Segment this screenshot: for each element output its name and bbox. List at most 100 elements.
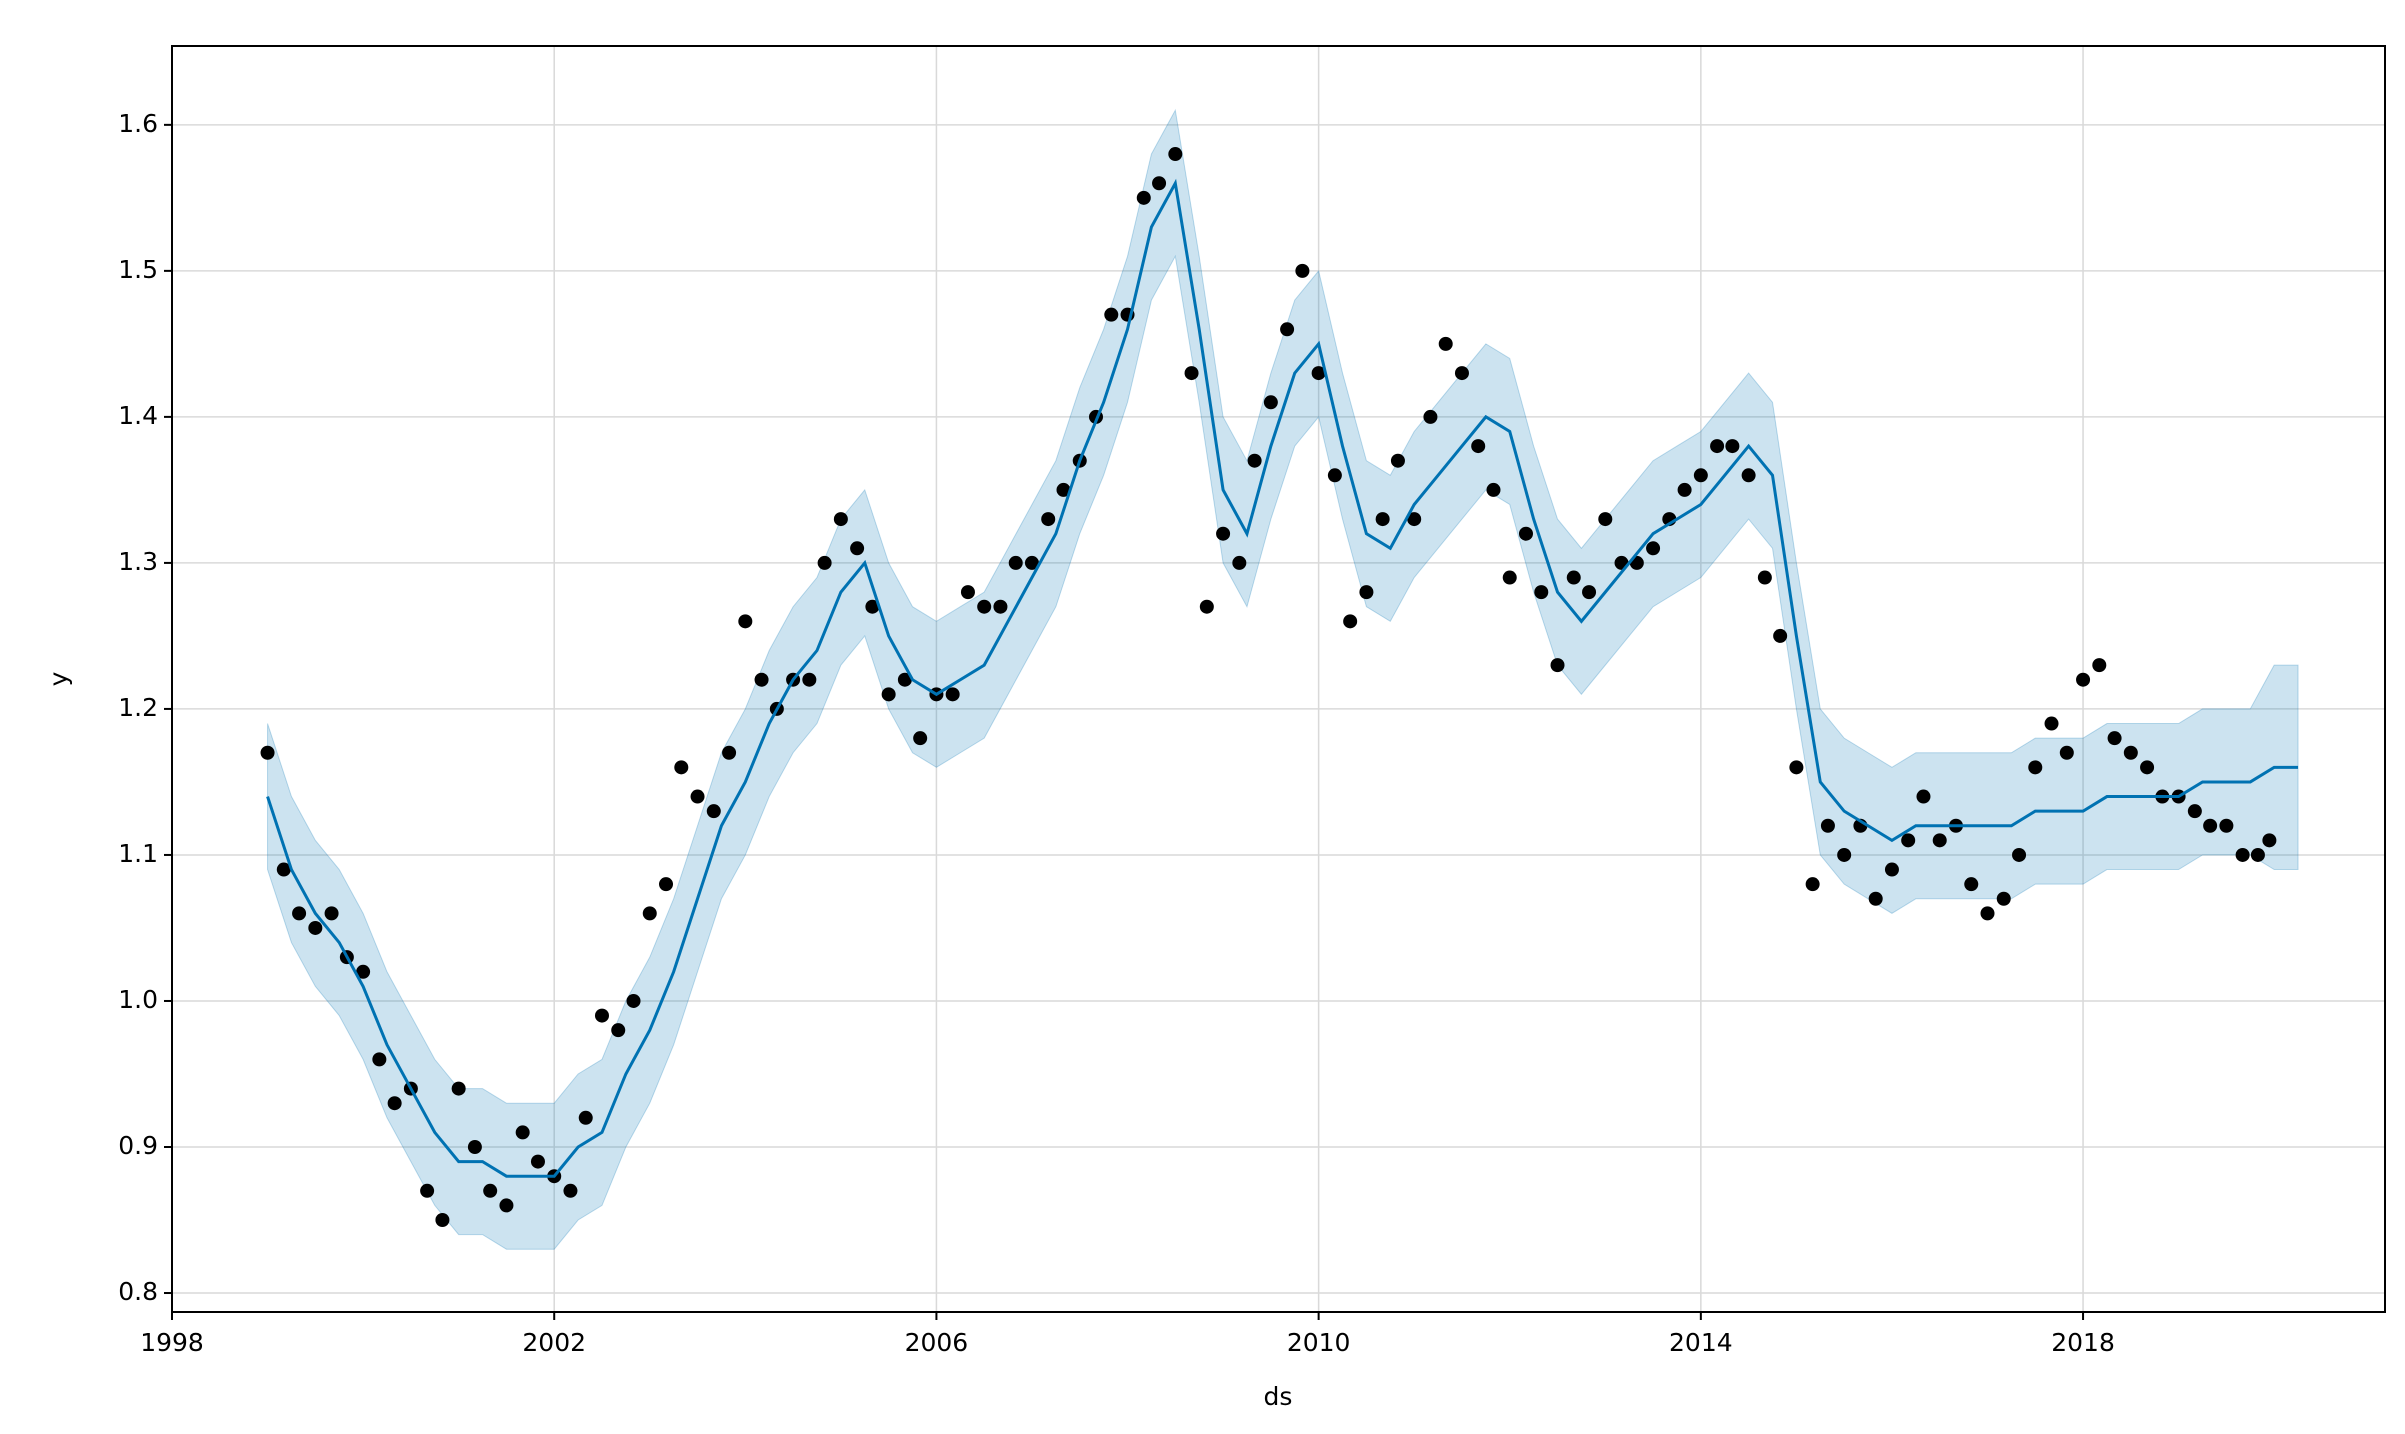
observation — [1390, 453, 1405, 468]
observation — [993, 599, 1008, 614]
observation — [2203, 818, 2218, 833]
observation — [356, 964, 371, 979]
observation — [1280, 322, 1295, 337]
observation — [530, 1154, 545, 1169]
observation — [1996, 891, 2011, 906]
observation — [1550, 658, 1565, 673]
observation — [1295, 263, 1310, 278]
observation — [1566, 570, 1581, 585]
forecast-line — [266, 178, 2299, 1178]
observation — [738, 614, 753, 629]
observation — [1582, 585, 1597, 600]
observation — [435, 1213, 450, 1228]
observation — [1471, 439, 1486, 454]
observation — [977, 599, 992, 614]
observation — [960, 585, 975, 600]
observation — [1773, 628, 1788, 643]
observation — [1916, 789, 1931, 804]
observation — [1884, 862, 1899, 877]
observation — [1454, 366, 1469, 381]
observation — [292, 906, 307, 921]
y-tick-label: 0.9 — [118, 1131, 158, 1160]
observation — [2123, 745, 2138, 760]
observation — [881, 687, 896, 702]
observation — [674, 760, 689, 775]
observation — [1932, 833, 1947, 848]
observation — [276, 862, 291, 877]
observation — [833, 512, 848, 527]
observation — [865, 599, 880, 614]
observation — [2235, 847, 2250, 862]
observation — [817, 555, 832, 570]
observation — [1056, 482, 1071, 497]
observation — [945, 687, 960, 702]
observation — [308, 920, 323, 935]
observation — [499, 1198, 514, 1213]
observation — [2140, 760, 2155, 775]
observation — [2250, 847, 2265, 862]
observation — [1486, 482, 1501, 497]
observation — [260, 745, 275, 760]
y-tick-label: 0.8 — [118, 1277, 158, 1306]
observation — [2012, 847, 2027, 862]
observation — [1789, 760, 1804, 775]
x-axis-label: ds — [1264, 1382, 1293, 1411]
observation — [563, 1183, 578, 1198]
observation — [659, 877, 674, 892]
observation — [1677, 482, 1692, 497]
y-tick-label: 1.6 — [118, 109, 158, 138]
observation — [2059, 745, 2074, 760]
x-tick-label: 2010 — [1287, 1328, 1351, 1357]
observation — [387, 1096, 402, 1111]
observation — [1199, 599, 1214, 614]
observation — [2092, 658, 2107, 673]
observation — [1646, 541, 1661, 556]
x-tick-label: 2018 — [2051, 1328, 2115, 1357]
observation — [1534, 585, 1549, 600]
observation — [897, 672, 912, 687]
observation — [1168, 147, 1183, 162]
observation — [1359, 585, 1374, 600]
x-tick-label: 2014 — [1669, 1328, 1733, 1357]
observation — [611, 1023, 626, 1038]
observation — [1518, 526, 1533, 541]
observation — [690, 789, 705, 804]
observation — [1725, 439, 1740, 454]
observation — [1805, 877, 1820, 892]
observation — [1502, 570, 1517, 585]
observation — [1964, 877, 1979, 892]
observation — [850, 541, 865, 556]
observation — [802, 672, 817, 687]
observation — [372, 1052, 387, 1067]
observation — [1423, 409, 1438, 424]
y-tick-label: 1.3 — [118, 547, 158, 576]
observation — [1008, 555, 1023, 570]
observation — [1247, 453, 1262, 468]
y-tick-label: 1.5 — [118, 255, 158, 284]
y-tick-label: 1.4 — [118, 401, 158, 430]
observation — [913, 731, 928, 746]
observation — [1837, 847, 1852, 862]
observation — [1757, 570, 1772, 585]
observation — [1263, 395, 1278, 410]
observation — [1693, 468, 1708, 483]
observation — [2219, 818, 2234, 833]
observation — [2076, 672, 2091, 687]
observation — [515, 1125, 530, 1140]
observation — [2107, 731, 2122, 746]
observation — [1980, 906, 1995, 921]
observation — [451, 1081, 466, 1096]
uncertainty-band — [267, 108, 2299, 1250]
observation — [1407, 512, 1422, 527]
observation — [722, 745, 737, 760]
observation — [2028, 760, 2043, 775]
observation — [1327, 468, 1342, 483]
observation — [706, 804, 721, 819]
x-tick-label: 2006 — [905, 1328, 969, 1357]
y-axis-label: y — [44, 671, 73, 686]
observation — [1868, 891, 1883, 906]
observation — [467, 1139, 482, 1154]
observation — [1184, 366, 1199, 381]
observation — [2187, 804, 2202, 819]
